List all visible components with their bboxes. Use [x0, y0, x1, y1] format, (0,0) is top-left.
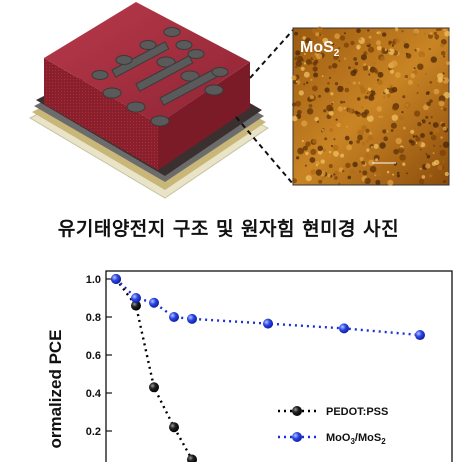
y-axis-title: ormalized PCE [46, 329, 65, 448]
series-1-point-5 [263, 318, 273, 329]
afm-texture [291, 26, 451, 186]
device-illustration [28, 2, 294, 199]
active-layer-side-right [158, 62, 250, 170]
y-axis-ticks: 0.2 0.4 0.6 0.8 1.0 [86, 274, 112, 438]
legend-entry-pedot: PEDOT:PSS [278, 406, 388, 418]
legend-label-pedot: PEDOT:PSS [326, 406, 388, 418]
electrode-row-2 [126, 55, 200, 113]
y-tick-label-0: 0.2 [86, 426, 101, 438]
y-tick-label-4: 1.0 [86, 274, 101, 286]
legend-label-moo3-mos2: MoO3/MoS2 [326, 432, 386, 446]
series-1-point-7 [415, 330, 425, 341]
series-1-point-0 [111, 274, 121, 284]
series-1-point-6 [339, 323, 349, 334]
series-0-point-1 [131, 300, 141, 311]
plot-frame [105, 270, 453, 462]
figure-caption: 유기태양전지 구조 및 원자힘 현미경 사진 [57, 218, 400, 240]
zoom-line-bottom [235, 116, 294, 185]
active-layer-top [44, 2, 250, 124]
series-0-point-2 [149, 382, 159, 393]
series-1-point-4 [187, 313, 197, 324]
series-layer [111, 274, 425, 462]
electrode-array [91, 27, 229, 127]
series-1-point-3 [169, 312, 179, 322]
active-layer-side-left [44, 58, 158, 170]
series-1-point-1 [131, 293, 141, 303]
series-1-point-2 [149, 297, 159, 308]
electrode-row-5 [175, 40, 229, 77]
y-tick-label-1: 0.4 [86, 388, 102, 400]
afm-label: MoS2 [300, 39, 340, 59]
y-tick-label-2: 0.6 [86, 350, 101, 362]
electrode-row-1 [102, 41, 176, 99]
legend-entry-moo3-mos2: MoO3/MoS2 [278, 432, 386, 446]
electrode-row-4 [91, 27, 181, 80]
legend: PEDOT:PSS MoO3/MoS2 [278, 406, 388, 446]
afm-image: MoS2 [291, 26, 451, 186]
series-0-point-3 [169, 422, 179, 433]
y-tick-label-3: 0.8 [86, 312, 101, 324]
zoom-line-top [249, 29, 294, 79]
series-0-point-4 [187, 454, 197, 462]
pce-chart: 0.2 0.4 0.6 0.8 1.0 ormalized PCE PEDOT:PSS … [46, 270, 453, 462]
